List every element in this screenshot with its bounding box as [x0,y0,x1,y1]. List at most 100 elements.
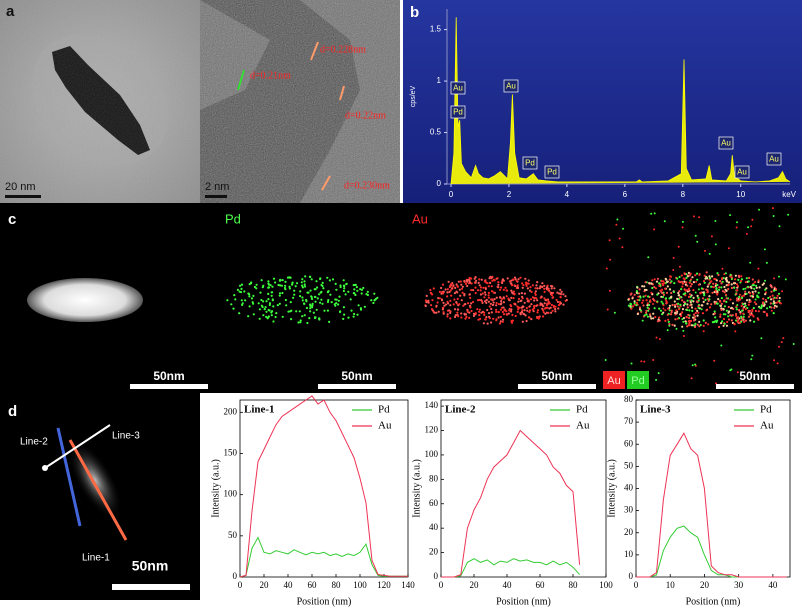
map-dot [541,282,544,285]
map-dot [521,286,524,289]
map-dot [754,309,758,313]
y-tick-label: 120 [425,425,439,435]
map-dot [685,316,689,319]
map-dot [675,327,678,330]
map-dot [736,304,739,306]
noise [0,0,200,203]
map-dot [502,313,506,316]
map-dot [248,283,251,286]
legend-label: Au [607,375,620,387]
map-dot [529,298,533,301]
map-dot [289,301,292,304]
map-dot [510,279,513,282]
map-dot [529,309,532,312]
map-dot [686,325,689,328]
map-dot [314,300,317,303]
map-dot [700,287,704,290]
map-dot [281,291,284,295]
map-dot [694,315,697,318]
map-dot [492,291,495,294]
map-dot [668,288,672,291]
map-dot [460,316,463,319]
map-dot [268,309,271,312]
map-dot [517,278,520,281]
map-dot [770,309,773,312]
map-dot [487,312,491,315]
map-dot [424,304,427,308]
map-dot [770,290,773,293]
map-dot [556,300,560,304]
map-dot [684,320,687,323]
map-dot [533,304,536,307]
map-dot [497,283,500,286]
map-title: Pd [225,211,241,226]
map-dot [359,288,362,291]
map-dot [560,290,563,293]
map-dot [735,226,738,229]
map-dot [755,286,758,289]
map-dot [673,300,676,303]
map-dot [715,382,717,385]
map-dot [319,291,322,294]
map-dot [437,310,440,313]
map-dot [681,220,684,223]
map-dot [731,302,735,305]
map-dot [475,279,478,282]
y-tick-label: 50 [624,460,634,470]
map-dot [313,295,316,298]
map-dot [605,267,608,270]
map-dot [778,225,781,228]
map-dot [608,239,611,242]
peak-label: Au [737,168,747,177]
map-dot [440,286,443,290]
panel-c: c Pd Au 50nm 50nm 50nm 50nm Au Pd [0,203,802,393]
map-dot [664,297,668,300]
map-dot [461,285,464,288]
y-tick-label: 70 [624,416,634,426]
map-dot [505,313,509,316]
map-dot [497,286,500,289]
map-dot [449,311,452,314]
map-dot [539,302,542,305]
map-dot [643,285,646,288]
map-dot [512,290,516,293]
map-dot [297,321,300,324]
map-dot [326,309,329,312]
map-dot [347,290,350,293]
map-dot [678,280,681,283]
map-dot [270,314,273,317]
map-dot [642,304,645,307]
map-dot [503,309,506,312]
map-dot [535,284,538,287]
map-dot [318,317,321,320]
map-dot [442,301,445,304]
profile [636,432,787,578]
y-tick-label: 150 [224,448,238,458]
map-dot [284,284,287,287]
map-dot [524,314,527,317]
map-dot [499,296,502,299]
map-dot [716,290,719,293]
map-dot [661,295,665,299]
map-dot [559,288,562,291]
y-tick-label: 0 [437,179,442,188]
map-dot [681,285,684,288]
map-dot [449,299,452,302]
map-dot [646,306,649,309]
map-dot [314,316,317,319]
map-dot [742,312,745,315]
map-dot [666,329,669,332]
map-dot [754,290,757,293]
map-dot [715,279,718,282]
map-dot [238,312,241,315]
scale-bar [318,384,396,389]
map-dot [536,281,539,284]
map-dot [745,299,749,302]
map-dot [739,311,742,314]
panel-a: a 20 nm 2 nm d=0.228nm d=0.21nm d=0.22nm… [0,0,400,203]
map-dot [559,292,562,295]
map-dot [305,298,308,302]
map-dot [500,302,503,305]
map-dot [272,320,275,323]
map-dot [703,294,706,297]
